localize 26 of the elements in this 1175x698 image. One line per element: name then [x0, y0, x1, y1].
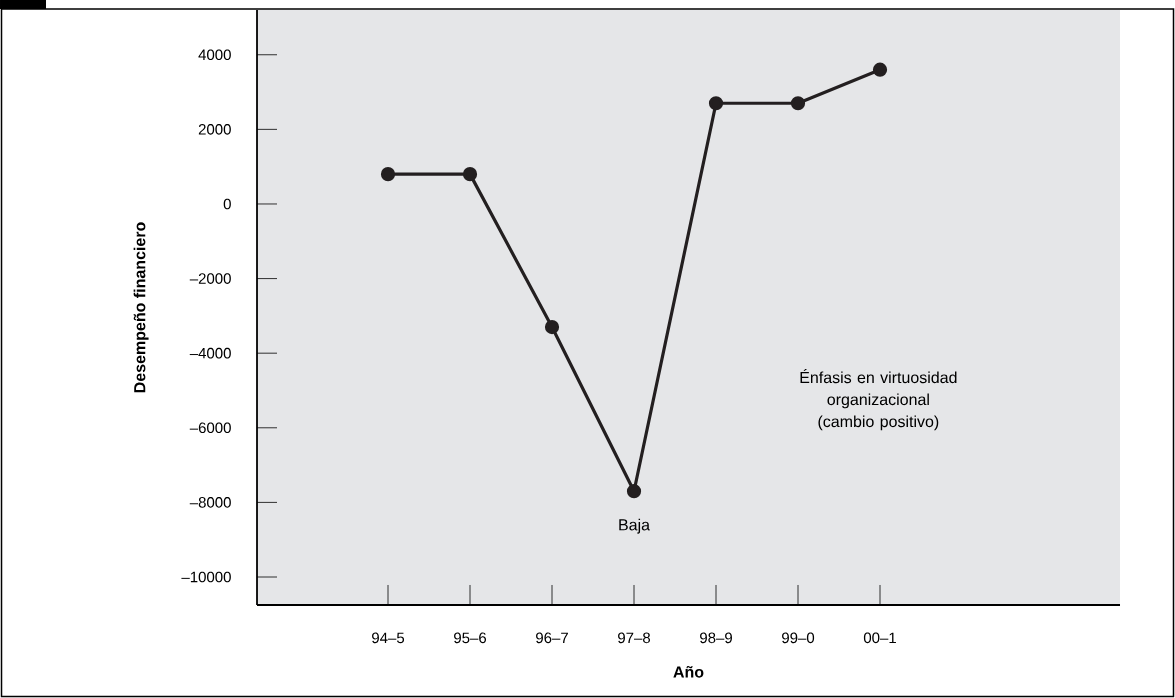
y-tick-label: 2000 [198, 124, 231, 135]
y-tick-label: –10000 [181, 571, 231, 583]
x-tick-label: 98–9 [700, 632, 732, 644]
point [462, 167, 478, 182]
y-tick-label: 4000 [198, 49, 231, 61]
annotation: Énfasis en virtuosidad organizacional (cambio positivo) [800, 369, 957, 431]
y-tick-label: –2000 [189, 273, 231, 284]
y-tick-label: –6000 [189, 422, 231, 434]
y-tick-label: 0 [223, 198, 231, 210]
x-tick-label: 97–8 [618, 632, 651, 644]
point [790, 96, 806, 111]
y-tick-label: –8000 [189, 497, 231, 508]
x-tick-label: 94–5 [372, 632, 405, 644]
point [708, 96, 724, 111]
y-axis-title: Desempeño financiero [133, 222, 149, 393]
x-tick-label: 95–6 [454, 632, 487, 644]
point [544, 319, 560, 335]
point [872, 62, 888, 77]
x-tick-label: 99–0 [782, 632, 815, 644]
x-axis-title: Año [673, 666, 704, 678]
point [626, 484, 642, 499]
annotation: Baja [619, 518, 651, 534]
point [380, 167, 396, 182]
x-tick-label: 00–1 [863, 632, 896, 644]
y-tick-label: –4000 [189, 347, 231, 359]
x-tick-label: 96–7 [536, 632, 568, 644]
